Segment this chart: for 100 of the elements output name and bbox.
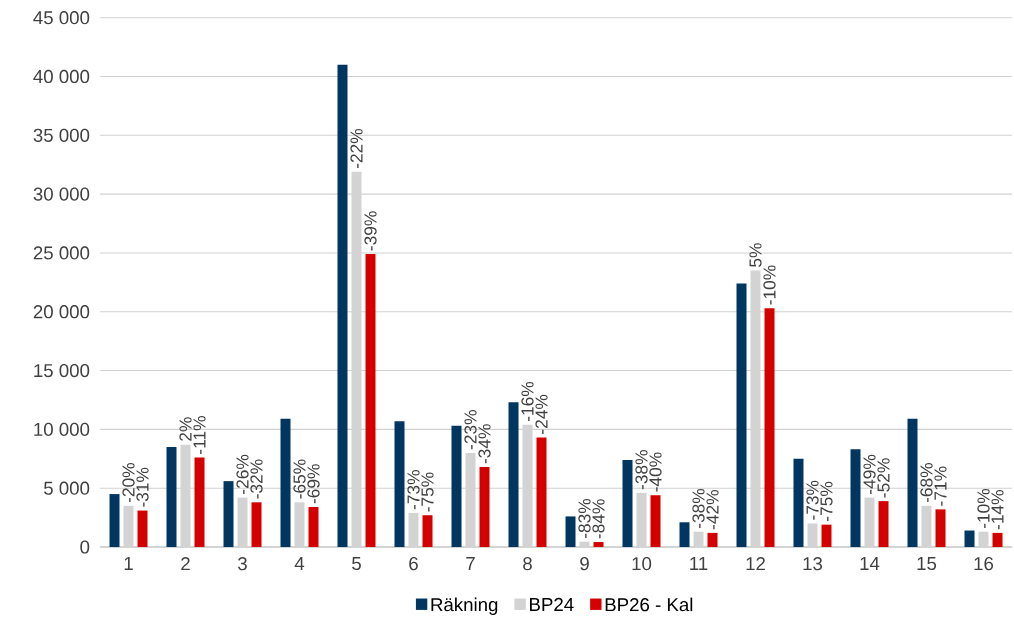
bar [864, 497, 875, 547]
annotation: -84% [592, 499, 605, 539]
bar [123, 505, 134, 547]
annotation: -10% [977, 488, 990, 528]
y-tick-label: 5 000 [44, 481, 90, 495]
annotation: -40% [649, 452, 662, 492]
bar [622, 459, 633, 547]
x-tick-label: 5 [352, 557, 361, 571]
y-tick-label: 45 000 [33, 11, 90, 25]
bar [451, 425, 462, 547]
y-tick-label: 15 000 [34, 363, 90, 378]
annotation: -20% [122, 463, 135, 503]
bar [508, 402, 519, 547]
bar [294, 502, 305, 547]
x-tick-label: 2 [181, 557, 190, 571]
annotation: -83% [578, 498, 591, 538]
y-tick-label: 0 [80, 540, 90, 554]
annotation: 5% [749, 243, 762, 267]
x-tick-label: 3 [238, 557, 247, 571]
legend-label: BP26 - Kal [605, 597, 693, 612]
bar [992, 532, 1003, 547]
annotation: -14% [991, 490, 1004, 530]
bar [536, 437, 547, 547]
bar [479, 467, 490, 547]
bar [964, 530, 975, 547]
bar [593, 542, 604, 547]
bar [109, 494, 120, 547]
annotation: -68% [920, 463, 933, 503]
bar [978, 531, 989, 547]
x-tick-label: 15 [917, 557, 937, 571]
y-tick-label: 20 000 [33, 305, 90, 319]
bar [636, 492, 647, 547]
annotation: -73% [806, 480, 819, 520]
annotation: -52% [877, 458, 890, 498]
x-tick-label: 16 [974, 557, 994, 571]
y-tick-label: 35 000 [33, 128, 90, 142]
bar [821, 524, 832, 547]
annotation: -65% [293, 459, 306, 499]
x-tick-label: 6 [409, 557, 418, 571]
x-tick-label: 1 [124, 557, 133, 570]
x-tick-label: 13 [803, 557, 823, 571]
annotation: -22% [350, 128, 363, 169]
bar [793, 458, 804, 547]
x-tick-label: 10 [632, 557, 652, 571]
y-tick-label: 25 000 [33, 246, 90, 260]
bar [137, 510, 148, 547]
bar [223, 481, 234, 547]
bar [308, 507, 319, 547]
bar [679, 522, 690, 547]
x-tick-label: 9 [580, 557, 589, 571]
annotation: -69% [307, 464, 320, 504]
x-tick-label: 11 [690, 557, 708, 570]
annotation: -23% [464, 410, 477, 450]
bar [365, 254, 376, 547]
bar [237, 497, 248, 547]
bar [280, 418, 291, 547]
bar [921, 505, 932, 547]
annotation: -31% [136, 467, 149, 507]
annotation: -42% [706, 490, 719, 530]
bar [394, 421, 405, 547]
bar [194, 457, 205, 547]
bar [878, 501, 889, 547]
annotation: -49% [863, 454, 876, 494]
bar [166, 447, 177, 547]
bar [650, 495, 661, 547]
bar [565, 516, 576, 547]
annotation: -34% [478, 424, 491, 464]
annotation: -16% [521, 381, 534, 421]
annotation: -10% [763, 265, 776, 305]
bar [807, 523, 818, 547]
annotation: -38% [635, 450, 648, 490]
x-tick-label: 12 [746, 557, 765, 571]
y-tick-label: 30 000 [33, 187, 90, 201]
legend-label: Räkning [431, 597, 498, 615]
annotation: -73% [407, 470, 420, 510]
bar [850, 449, 861, 547]
bar [337, 64, 348, 547]
bar [408, 512, 419, 547]
x-tick-label: 14 [860, 557, 880, 570]
bar [422, 515, 433, 547]
annotation: -26% [236, 454, 249, 494]
bar [693, 531, 704, 547]
annotation: -71% [934, 466, 947, 506]
annotation: -75% [820, 481, 833, 521]
annotation: -32% [250, 459, 263, 499]
annotation: -75% [421, 472, 434, 512]
bar [579, 541, 590, 547]
annotation: -39% [364, 211, 377, 251]
annotation: -38% [692, 488, 705, 528]
x-tick-label: 7 [466, 557, 475, 570]
bar [764, 308, 775, 547]
x-tick-label: 4 [294, 557, 305, 570]
annotation: 2% [179, 417, 192, 441]
annotation: -24% [535, 394, 548, 434]
bar [736, 283, 747, 547]
bar [907, 418, 918, 547]
y-tick-label: 10 000 [34, 422, 90, 436]
bar [935, 509, 946, 547]
bar [707, 532, 718, 547]
x-tick-label: 8 [523, 557, 532, 571]
